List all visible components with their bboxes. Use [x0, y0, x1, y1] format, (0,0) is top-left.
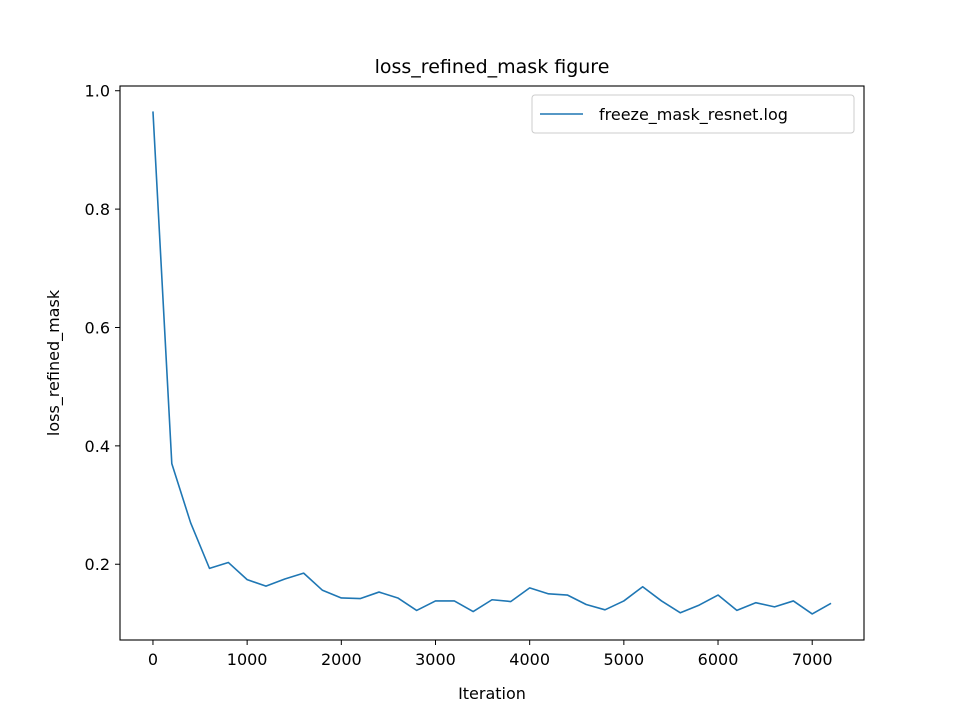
plot-area: [120, 86, 864, 640]
x-tick-label: 3000: [415, 650, 456, 669]
series-layer: [152, 111, 832, 615]
legend: freeze_mask_resnet.log: [531, 94, 855, 134]
legend-label: freeze_mask_resnet.log: [599, 105, 788, 125]
x-tick-label: 7000: [792, 650, 833, 669]
chart-title: loss_refined_mask figure: [375, 56, 610, 78]
y-tick-label: 0.2: [85, 555, 110, 574]
y-axis-ticks: 0.2 0.4 0.6 0.8 1.0: [85, 82, 120, 574]
x-tick-label: 2000: [321, 650, 362, 669]
series-line: [152, 111, 832, 615]
x-tick-label: 5000: [603, 650, 644, 669]
y-tick-label: 0.8: [85, 200, 110, 219]
x-tick-label: 4000: [509, 650, 550, 669]
x-axis-ticks: 0 1000 2000 3000 4000 5000 6000 7000: [148, 640, 833, 669]
x-tick-label: 0: [148, 650, 158, 669]
y-tick-label: 1.0: [85, 82, 110, 101]
y-tick-label: 0.4: [85, 437, 110, 456]
plot-frame: [119, 85, 865, 641]
x-axis-label: Iteration: [458, 684, 526, 703]
x-tick-label: 6000: [698, 650, 739, 669]
legend-box: [531, 94, 855, 134]
y-tick-label: 0.6: [85, 318, 110, 337]
y-axis-label: loss_refined_mask: [44, 289, 64, 436]
x-tick-label: 1000: [227, 650, 268, 669]
